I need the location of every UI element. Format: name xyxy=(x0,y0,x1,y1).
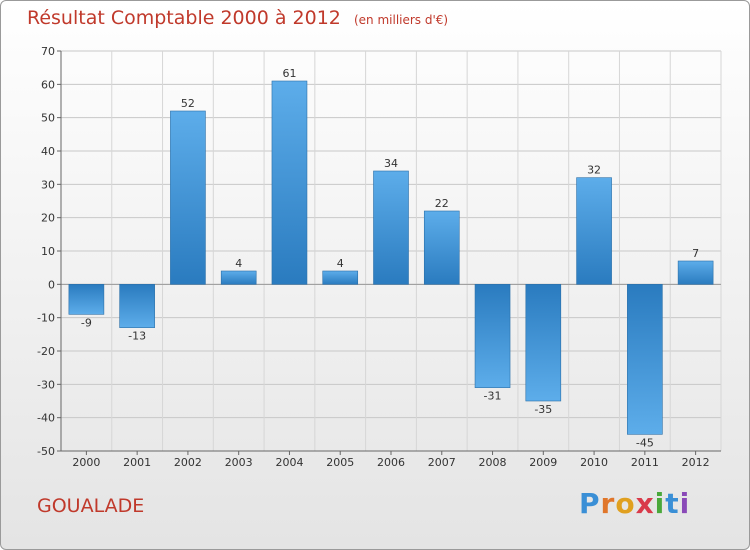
chart-title: Résultat Comptable 2000 à 2012 xyxy=(27,7,341,29)
y-tick-label: 50 xyxy=(41,112,55,125)
chart-title-block: Résultat Comptable 2000 à 2012 (en milli… xyxy=(27,7,448,29)
bar-2006 xyxy=(373,170,409,285)
y-tick-label: 30 xyxy=(41,178,55,191)
y-tick-label: -10 xyxy=(37,312,55,325)
brand-logo: Proxiti xyxy=(579,487,690,520)
data-label: 52 xyxy=(181,97,195,110)
chart-unit-label: (en milliers d'€) xyxy=(353,13,449,27)
bar-2005 xyxy=(322,270,359,285)
bar-2010 xyxy=(576,177,612,285)
bar-2002 xyxy=(170,110,206,285)
data-label: -45 xyxy=(636,436,654,449)
x-tick-label: 2004 xyxy=(275,456,303,469)
x-tick-label: 2006 xyxy=(377,456,405,469)
y-tick-label: -50 xyxy=(37,445,55,458)
x-tick-label: 2000 xyxy=(72,456,100,469)
data-label: 4 xyxy=(337,257,344,270)
bar-2004 xyxy=(271,80,308,285)
x-tick-label: 2001 xyxy=(123,456,151,469)
bar-2009 xyxy=(525,284,562,402)
data-label: -13 xyxy=(128,330,146,343)
y-tick-label: -40 xyxy=(37,412,55,425)
x-tick-label: 2005 xyxy=(326,456,354,469)
brand-letter: i xyxy=(654,487,666,520)
y-tick-label: 10 xyxy=(41,245,55,258)
data-label: 22 xyxy=(435,197,449,210)
bar-2007 xyxy=(423,210,460,285)
data-label: -35 xyxy=(534,403,552,416)
x-tick-label: 2003 xyxy=(225,456,253,469)
data-label: 34 xyxy=(384,157,398,170)
x-tick-label: 2011 xyxy=(631,456,659,469)
brand-letter: x xyxy=(635,487,655,520)
y-tick-label: 70 xyxy=(41,45,55,58)
y-tick-label: 20 xyxy=(41,212,55,225)
bar-2012 xyxy=(677,260,714,285)
x-tick-label: 2009 xyxy=(529,456,557,469)
bar-2003 xyxy=(220,270,257,285)
brand-letter: r xyxy=(600,487,616,520)
data-label: 32 xyxy=(587,164,601,177)
x-tick-label: 2012 xyxy=(682,456,710,469)
data-label: -9 xyxy=(81,316,92,329)
data-label: -31 xyxy=(484,390,502,403)
y-tick-label: 60 xyxy=(41,78,55,91)
bar-2000 xyxy=(68,284,105,315)
bar-2011 xyxy=(627,284,663,435)
brand-letter: o xyxy=(615,487,636,520)
town-name: GOUALADE xyxy=(37,495,145,517)
bar-2001 xyxy=(119,284,155,328)
x-tick-label: 2010 xyxy=(580,456,608,469)
y-tick-label: -30 xyxy=(37,378,55,391)
data-label: 7 xyxy=(692,247,699,260)
brand-letter: P xyxy=(579,487,601,520)
x-tick-label: 2008 xyxy=(479,456,507,469)
x-tick-label: 2002 xyxy=(174,456,202,469)
data-label: 4 xyxy=(235,257,242,270)
x-tick-label: 2007 xyxy=(428,456,456,469)
y-tick-label: 0 xyxy=(48,278,55,291)
brand-letter: t xyxy=(665,487,680,520)
y-tick-label: 40 xyxy=(41,145,55,158)
brand-letter: i xyxy=(679,487,691,520)
y-tick-label: -20 xyxy=(37,345,55,358)
bar-2008 xyxy=(474,284,511,388)
data-label: 61 xyxy=(282,67,296,80)
